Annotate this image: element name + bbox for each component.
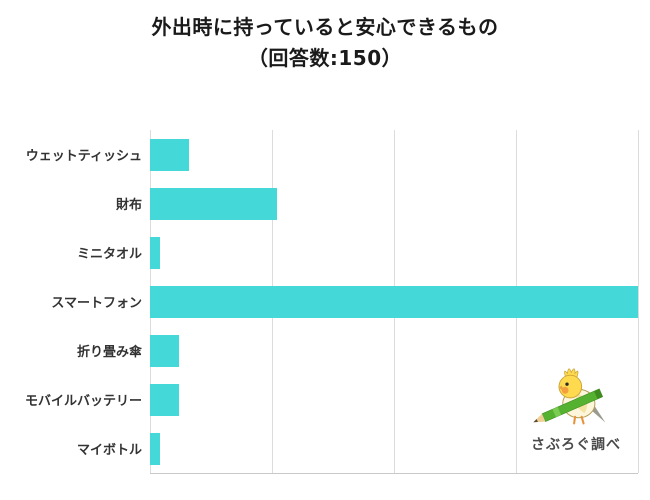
value-bar [150, 383, 180, 416]
bar-track [150, 179, 638, 228]
x-axis-line [150, 473, 638, 474]
value-bar [150, 236, 160, 269]
mascot-eye [565, 382, 569, 386]
category-label: ミニタオル [76, 247, 142, 262]
bar-track [150, 424, 638, 473]
category-label: スマートフォン [51, 296, 142, 311]
mascot-badge: さぶろぐ調べ [518, 360, 634, 454]
category-label: ウェットティッシュ [25, 149, 142, 164]
bar-chart: ウェットティッシュ財布ミニタオルスマートフォン折り畳み傘モバイルバッテリーマイボ… [2, 130, 639, 478]
bar-track [150, 130, 638, 179]
chart-row: ミニタオル [2, 228, 638, 277]
chart-row: 折り畳み傘 [2, 326, 638, 375]
chart-row: マイボトル [2, 424, 638, 473]
mascot-feet [573, 415, 585, 425]
mascot-beak [559, 385, 563, 390]
value-bar [150, 187, 277, 220]
value-bar [150, 285, 638, 318]
bar-track [150, 228, 638, 277]
value-bar [150, 138, 190, 171]
chart-row: スマートフォン [2, 277, 638, 326]
cockatiel-with-pencil-icon [533, 368, 606, 425]
value-bar [150, 432, 160, 465]
chart-row: ウェットティッシュ [2, 130, 638, 179]
category-label: マイボトル [76, 443, 142, 458]
category-label: 財布 [115, 198, 142, 213]
bar-track [150, 326, 638, 375]
pencil-icon [533, 388, 604, 423]
chart-title: 外出時に持っていると安心できるもの （回答数:150） [0, 12, 650, 74]
mascot-cheek [561, 386, 569, 394]
bar-track [150, 375, 638, 424]
survey-chart-page: 外出時に持っていると安心できるもの （回答数:150） ウェットティッシュ財布ミニ… [0, 12, 650, 474]
survey-credit: さぶろぐ調べ [531, 437, 621, 453]
chart-title-line2: （回答数:150） [247, 46, 403, 70]
chart-title-line1: 外出時に持っていると安心できるもの [151, 15, 499, 39]
gridline [638, 130, 639, 473]
value-bar [150, 334, 180, 367]
chart-rows: ウェットティッシュ財布ミニタオルスマートフォン折り畳み傘モバイルバッテリーマイボ… [2, 130, 638, 473]
chart-row: 財布 [2, 179, 638, 228]
chart-row: モバイルバッテリー [2, 375, 638, 424]
mascot-head [558, 374, 583, 399]
category-label: 折り畳み傘 [76, 345, 142, 360]
bar-track [150, 277, 638, 326]
category-label: モバイルバッテリー [24, 394, 142, 409]
